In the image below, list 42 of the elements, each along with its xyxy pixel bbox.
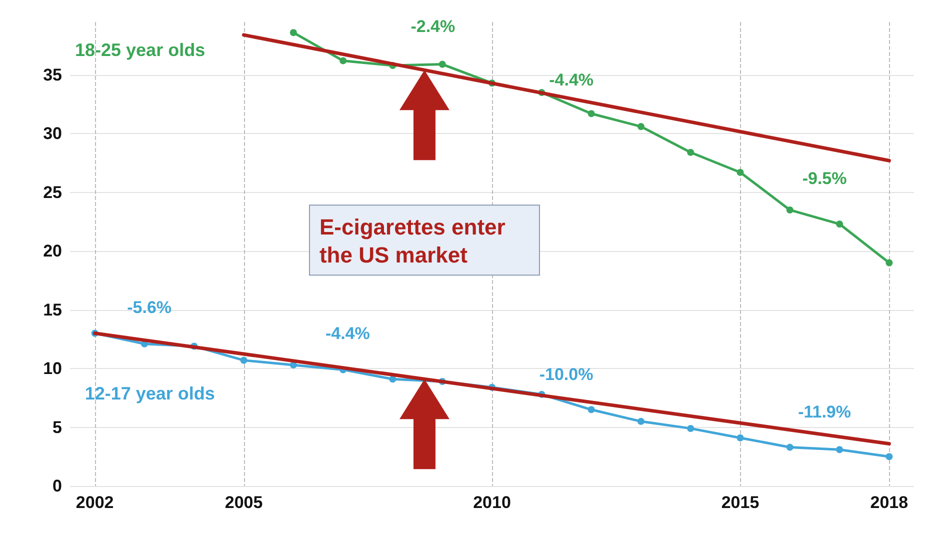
y-tick-label: 30 [43, 124, 62, 144]
point [736, 168, 744, 176]
y-tick-label: 10 [43, 359, 62, 378]
y-tick-label: 0 [52, 476, 62, 496]
point [588, 110, 595, 118]
x-tick-label: 2018 [870, 493, 908, 512]
y-tick-label: 15 [43, 300, 62, 320]
annotation: -9.5% [802, 168, 847, 188]
point [886, 259, 893, 266]
point [637, 418, 644, 425]
annotation: -4.4% [325, 324, 370, 343]
annotation: -5.6% [127, 298, 172, 317]
point [340, 57, 347, 64]
point [438, 60, 446, 68]
annotation: E-cigarettes enter the US market [319, 214, 506, 268]
point [240, 356, 248, 364]
annotation: -2.4% [410, 17, 456, 36]
point [687, 148, 694, 156]
annotation: -11.9% [798, 402, 852, 422]
point [687, 424, 694, 432]
point [836, 446, 844, 454]
x-tick-label: 2015 [721, 493, 760, 512]
point [588, 406, 595, 414]
series-label: 12-17 year olds [84, 383, 215, 404]
point [389, 376, 396, 383]
y-tick-label: 35 [43, 65, 62, 84]
x-tick-label: 2010 [473, 493, 511, 512]
point [886, 453, 893, 460]
annotation: -10.0% [539, 365, 594, 384]
text: 18-25 year olds [75, 40, 206, 60]
annotation: -4.4% [549, 70, 594, 90]
point [786, 444, 794, 451]
x-tick-label: 2002 [76, 493, 114, 512]
point [290, 29, 297, 36]
y-tick-label: 20 [43, 242, 62, 261]
y-tick-label: 25 [43, 182, 62, 202]
point [736, 434, 744, 442]
x-tick-label: 2005 [224, 493, 263, 512]
point [786, 206, 794, 214]
point [836, 220, 844, 228]
point [637, 123, 644, 130]
y-tick-label: 5 [52, 418, 62, 437]
